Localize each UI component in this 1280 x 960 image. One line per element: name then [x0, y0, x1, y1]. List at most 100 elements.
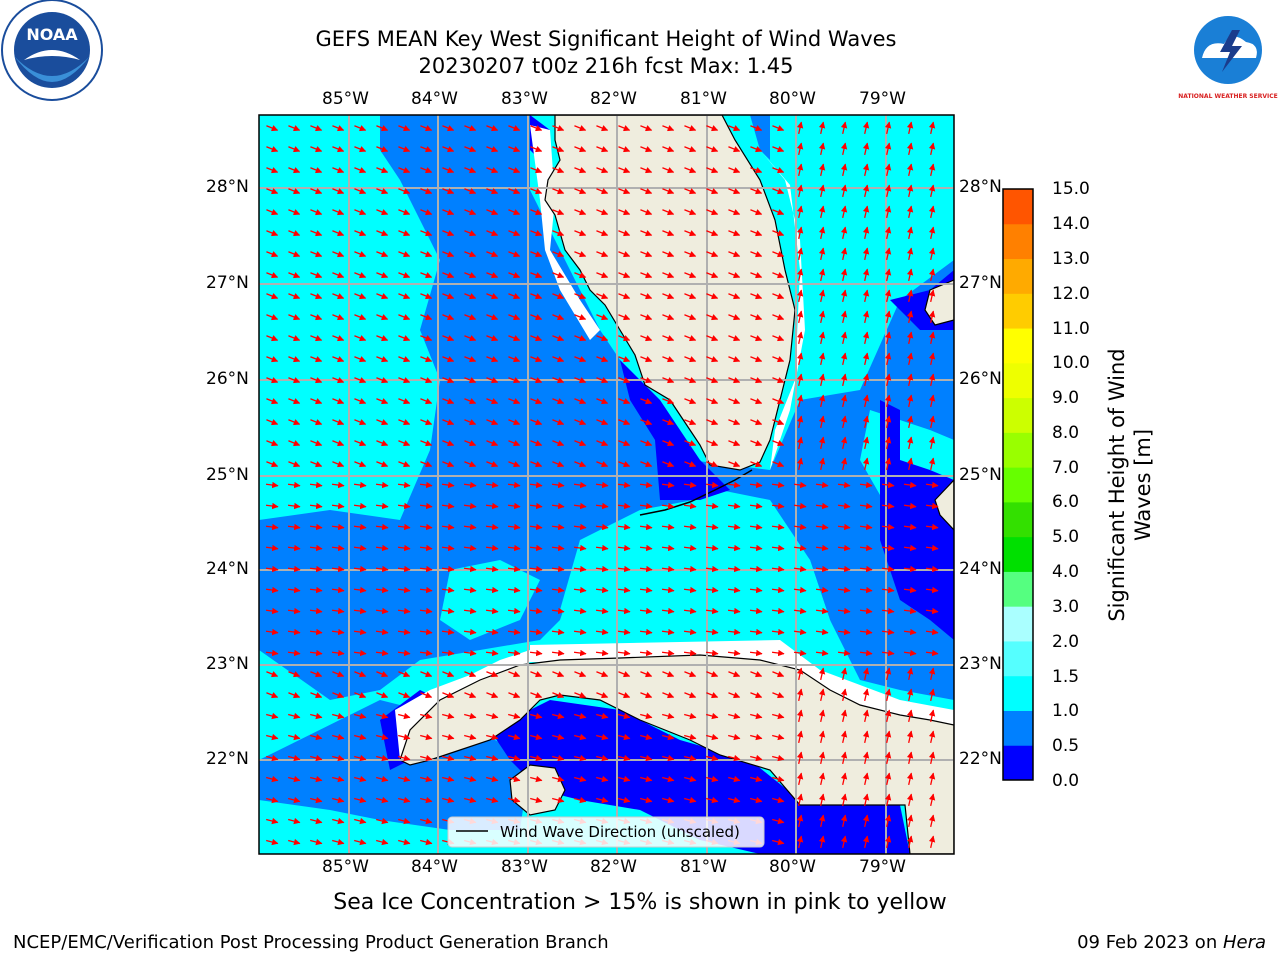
wave-arrow — [332, 692, 345, 699]
wave-arrow — [595, 649, 609, 657]
wave-arrow — [662, 293, 675, 300]
wave-arrow — [772, 167, 785, 174]
wave-arrow — [266, 440, 279, 447]
wave-arrow — [706, 692, 719, 699]
wave-arrow — [574, 712, 587, 720]
wave-arrow — [684, 796, 697, 804]
wave-arrow — [796, 793, 804, 806]
wave-arrow — [310, 796, 323, 804]
wave-arrow — [862, 688, 870, 701]
wave-arrow — [552, 377, 565, 384]
wave-arrow — [706, 712, 719, 720]
wave-arrow — [332, 377, 345, 384]
wave-arrow — [464, 209, 477, 216]
wave-arrow — [464, 419, 477, 426]
wave-arrow — [928, 436, 936, 449]
wave-arrow — [508, 251, 521, 258]
wave-arrow — [552, 146, 565, 153]
wave-arrow — [530, 209, 543, 216]
wave-arrow — [419, 565, 433, 573]
wave-arrow — [331, 628, 345, 636]
wave-arrow — [862, 184, 870, 197]
wave-arrow — [639, 565, 653, 573]
wave-arrow — [353, 502, 367, 510]
wave-arrow — [683, 607, 697, 615]
wave-arrow — [508, 461, 521, 468]
wave-arrow — [750, 230, 763, 237]
wave-arrow — [706, 209, 719, 216]
wave-arrow — [530, 314, 543, 321]
wave-arrow — [793, 481, 807, 489]
wave-arrow — [441, 502, 455, 510]
wave-arrow — [684, 461, 697, 468]
wave-arrow — [288, 377, 301, 384]
wave-arrow — [796, 268, 804, 281]
wave-arrow — [486, 754, 499, 762]
wave-arrow — [750, 440, 763, 447]
wave-arrow — [420, 251, 433, 258]
wave-arrow — [508, 671, 521, 678]
wave-arrow — [683, 544, 697, 552]
wave-arrow — [796, 184, 804, 197]
wave-arrow — [354, 838, 367, 846]
wave-arrow — [442, 733, 455, 741]
wave-arrow — [310, 188, 323, 195]
wave-arrow — [310, 398, 323, 405]
footer-date: 09 Feb 2023 on Hera — [1077, 932, 1266, 953]
wave-arrow — [618, 335, 631, 342]
colorbar-segment — [1003, 258, 1033, 294]
colorbar-segment — [1003, 189, 1033, 225]
wave-arrow — [442, 796, 455, 804]
wave-arrow — [796, 373, 804, 386]
wave-arrow — [661, 544, 675, 552]
wave-arrow — [441, 565, 455, 573]
wave-arrow — [771, 649, 785, 657]
wave-arrow — [464, 398, 477, 405]
wave-arrow — [354, 440, 367, 447]
wave-arrow — [771, 481, 785, 489]
colorbar-segment — [1003, 223, 1033, 260]
wave-arrow — [331, 481, 345, 489]
wave-arrow — [464, 733, 477, 741]
wave-arrow — [266, 167, 279, 174]
wave-arrow — [928, 184, 936, 197]
wave-arrow — [728, 754, 741, 762]
wave-arrow — [906, 226, 914, 239]
wave-arrow — [705, 586, 719, 594]
wave-arrow — [332, 712, 345, 720]
wave-arrow — [529, 649, 543, 657]
wave-arrow — [420, 440, 433, 447]
wave-arrow — [859, 523, 873, 531]
wave-arrow — [552, 125, 565, 132]
wave-arrow — [684, 209, 697, 216]
wave-arrow — [508, 125, 521, 132]
wave-arrow — [529, 565, 543, 573]
wave-region-mid — [259, 115, 954, 700]
wave-arrow — [859, 628, 873, 636]
wave-arrow — [772, 356, 785, 363]
wave-arrow — [442, 692, 455, 699]
wave-arrow — [771, 502, 785, 510]
chart-subtitle: 20230207 t00z 216h fcst Max: 1.45 — [418, 54, 794, 78]
wave-region-deep — [620, 360, 730, 500]
lat-label-left: 22°N — [206, 749, 249, 769]
wave-arrow — [706, 272, 719, 279]
wave-arrow — [376, 314, 389, 321]
wave-arrow — [551, 523, 565, 531]
wave-arrow — [862, 394, 870, 407]
wave-arrow — [750, 419, 763, 426]
wave-arrow — [728, 167, 741, 174]
wave-arrow — [464, 272, 477, 279]
wave-arrow — [840, 226, 848, 239]
wave-arrow — [507, 649, 521, 657]
wave-arrow — [862, 331, 870, 344]
wave-arrow — [288, 440, 301, 447]
wave-arrow — [884, 436, 892, 449]
lon-label-top: 82°W — [590, 89, 637, 109]
wave-arrow — [884, 163, 892, 176]
wave-arrow — [530, 733, 543, 741]
wave-arrow — [508, 188, 521, 195]
map-legend: Wind Wave Direction (unscaled) — [447, 816, 765, 848]
wave-arrow — [376, 335, 389, 342]
wave-arrow — [464, 754, 477, 762]
